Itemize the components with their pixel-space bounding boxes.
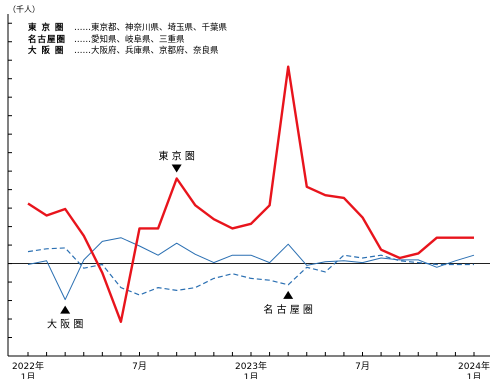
annotation-marker <box>60 305 71 314</box>
x-tick-sublabel: 1月 <box>467 372 482 379</box>
annotation-marker <box>171 164 182 173</box>
x-tick-label: 7月 <box>355 361 370 372</box>
x-tick-label: 7月 <box>132 361 147 372</box>
legend-item-nagoya: 名古屋圏 ……愛知県、岐阜県、三重県 <box>28 35 227 47</box>
annotation-label: 名 古 屋 圏 <box>263 303 313 316</box>
annotation-label: 東 京 圏 <box>158 150 194 163</box>
legend-name: 東 京 圏 <box>28 23 65 33</box>
annotation-label: 大 阪 圏 <box>47 318 83 331</box>
legend-desc: ……東京都、神奈川県、埼玉県、千葉県 <box>74 23 228 33</box>
unit-label: （千人） <box>8 5 40 14</box>
legend-name: 名古屋圏 <box>28 34 67 45</box>
series-line-0 <box>27 65 474 323</box>
legend-item-tokyo: 東 京 圏 ……東京都、神奈川県、埼玉県、千葉県 <box>28 23 227 35</box>
series-line-2 <box>27 237 475 301</box>
legend: 東 京 圏 ……東京都、神奈川県、埼玉県、千葉県 名古屋圏 ……愛知県、岐阜県、三重… <box>28 23 227 58</box>
annotation-marker <box>283 290 294 299</box>
legend-name: 大 阪 圏 <box>28 46 65 56</box>
x-tick-sublabel: 1月 <box>21 372 36 379</box>
x-tick-label: 2024年 <box>458 360 490 372</box>
x-tick-label: 2023年 <box>235 360 267 372</box>
x-tick-sublabel: 1月 <box>244 372 259 379</box>
x-tick-label: 2022年 <box>12 360 44 372</box>
series-line-1 <box>27 247 474 296</box>
legend-item-osaka: 大 阪 圏 ……大阪府、兵庫県、京都府、奈良県 <box>28 46 227 58</box>
legend-desc: ……大阪府、兵庫県、京都府、奈良県 <box>74 46 219 56</box>
legend-desc: ……愛知県、岐阜県、三重県 <box>74 34 185 45</box>
